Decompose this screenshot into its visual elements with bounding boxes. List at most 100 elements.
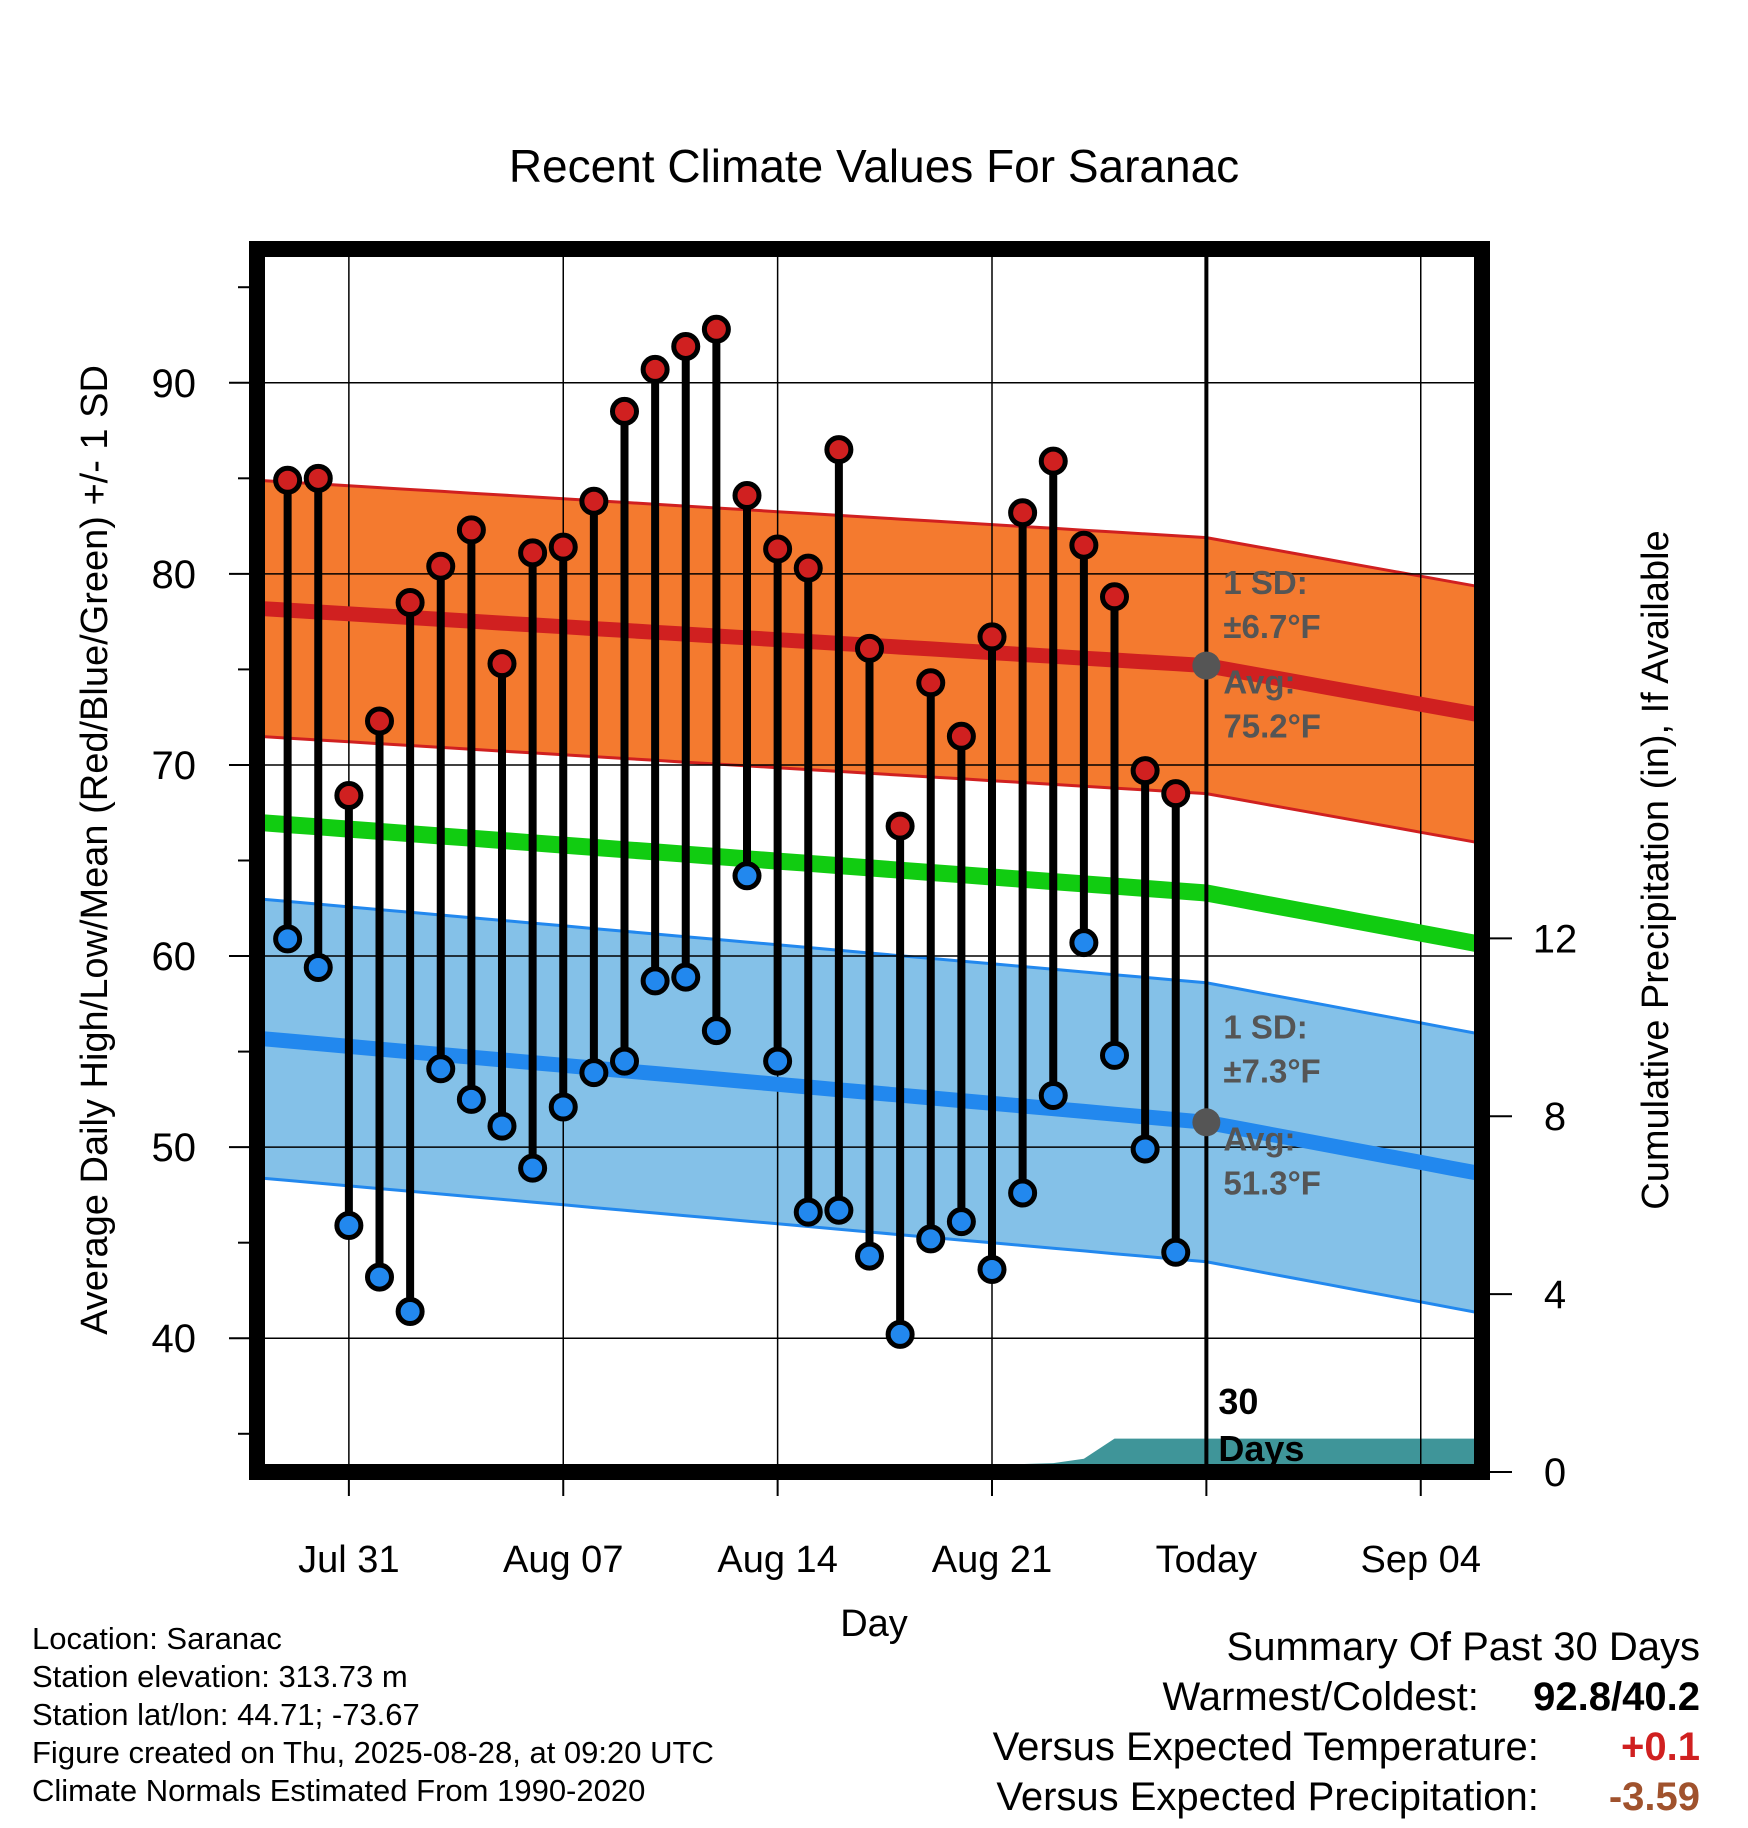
y2-axis-label: Cumulative Precipitation (in), If Availa… — [1635, 530, 1677, 1209]
low-point — [456, 1084, 486, 1114]
low-point — [334, 1210, 364, 1240]
low-point — [640, 966, 670, 996]
high-point — [640, 354, 670, 384]
temp-value: +0.1 — [1621, 1725, 1700, 1769]
y2-tick-label: 4 — [1544, 1273, 1566, 1317]
precip-row: Versus Expected Precipitation: -3.59 — [993, 1772, 1700, 1822]
high-point — [701, 314, 731, 344]
low-point — [671, 962, 701, 992]
precip-area — [257, 1438, 1482, 1472]
high-point — [548, 532, 578, 562]
y-tick-label: 50 — [152, 1126, 197, 1170]
warmest-value: 92.8/40.2 — [1533, 1675, 1700, 1719]
station-info: Location: Saranac Station elevation: 313… — [32, 1620, 714, 1810]
x-tick-label: Aug 14 — [717, 1539, 837, 1581]
precip-label: Versus Expected Precipitation: — [996, 1775, 1539, 1819]
low-point — [1161, 1237, 1191, 1267]
high-sd-label: 1 SD: — [1223, 564, 1307, 601]
today-low-avg-marker — [1192, 1108, 1221, 1137]
low-sd-label: 1 SD: — [1223, 1009, 1307, 1046]
low-avg-value: 51.3°F — [1223, 1164, 1321, 1201]
y-tick-label: 40 — [152, 1317, 197, 1361]
high-point — [518, 538, 548, 568]
high-point — [916, 668, 946, 698]
latlon-text: Station lat/lon: 44.71; -73.67 — [32, 1697, 420, 1732]
high-point — [579, 486, 609, 516]
summary-panel: Summary Of Past 30 Days Warmest/Coldest:… — [993, 1622, 1700, 1822]
low-point — [1008, 1178, 1038, 1208]
high-point — [763, 534, 793, 564]
y2-tick-label: 8 — [1544, 1095, 1566, 1139]
high-point — [977, 622, 1007, 652]
low-point — [1038, 1081, 1068, 1111]
low-point — [763, 1046, 793, 1076]
high-point — [487, 649, 517, 679]
low-point — [610, 1046, 639, 1076]
high-point — [334, 781, 364, 811]
location-text: Location: Saranac — [32, 1621, 282, 1656]
today-high-avg-marker — [1192, 651, 1221, 680]
x-tick-label: Aug 21 — [932, 1539, 1052, 1581]
temp-row: Versus Expected Temperature: +0.1 — [993, 1722, 1700, 1772]
high-avg-label: Avg: — [1223, 664, 1295, 701]
low-point — [518, 1153, 548, 1183]
low-point — [303, 953, 333, 983]
low-point — [365, 1262, 394, 1292]
low-point — [946, 1207, 976, 1237]
today-days-label: Days — [1218, 1428, 1304, 1469]
low-point — [916, 1224, 946, 1254]
high-point — [273, 465, 303, 495]
high-point — [365, 706, 394, 736]
high-avg-value: 75.2°F — [1223, 708, 1321, 745]
low-point — [855, 1241, 884, 1271]
created-text: Figure created on Thu, 2025-08-28, at 09… — [32, 1735, 714, 1770]
low-point — [1130, 1134, 1160, 1164]
y2-tick-label: 12 — [1533, 917, 1578, 961]
low-sd-value: ±7.3°F — [1223, 1053, 1320, 1090]
x-tick-label: Sep 04 — [1361, 1539, 1481, 1581]
low-point — [395, 1296, 425, 1326]
low-point — [732, 861, 762, 891]
low-point — [1100, 1040, 1129, 1070]
summary-title: Summary Of Past 30 Days — [1226, 1625, 1700, 1669]
precip-value: -3.59 — [1608, 1775, 1700, 1819]
high-point — [1008, 498, 1038, 528]
high-point — [732, 481, 762, 511]
low-point — [701, 1016, 731, 1046]
low-point — [487, 1111, 517, 1141]
high-point — [426, 551, 456, 581]
high-point — [1038, 446, 1068, 476]
low-point — [426, 1054, 456, 1084]
low-point — [793, 1197, 823, 1227]
normals-text: Climate Normals Estimated From 1990-2020 — [32, 1773, 646, 1808]
high-point — [610, 396, 639, 426]
x-axis-label: Day — [840, 1603, 908, 1645]
high-point — [671, 331, 701, 361]
temp-label: Versus Expected Temperature: — [992, 1725, 1539, 1769]
today-days-label: 30 — [1218, 1381, 1258, 1422]
high-point — [824, 435, 854, 465]
elevation-text: Station elevation: 313.73 m — [32, 1659, 408, 1694]
y2-tick-label: 0 — [1544, 1451, 1566, 1495]
high-point — [1161, 779, 1191, 809]
warmest-row: Warmest/Coldest: 92.8/40.2 — [993, 1672, 1701, 1722]
high-sd-upper-edge — [256, 478, 1483, 589]
y-tick-label: 80 — [152, 553, 197, 597]
low-point — [579, 1058, 609, 1088]
y-tick-label: 90 — [152, 362, 197, 406]
low-avg-label: Avg: — [1223, 1120, 1295, 1157]
low-point — [273, 924, 303, 954]
high-point — [1130, 756, 1160, 786]
low-point — [1069, 928, 1099, 958]
high-point — [303, 463, 333, 493]
high-point — [395, 588, 425, 618]
warmest-label: Warmest/Coldest: — [1162, 1675, 1479, 1719]
low-point — [885, 1319, 915, 1349]
high-point — [855, 633, 884, 663]
high-point — [885, 811, 915, 841]
y-tick-label: 60 — [152, 935, 197, 979]
x-tick-label: Jul 31 — [298, 1539, 399, 1581]
high-point — [946, 721, 976, 751]
high-point — [1100, 582, 1129, 612]
